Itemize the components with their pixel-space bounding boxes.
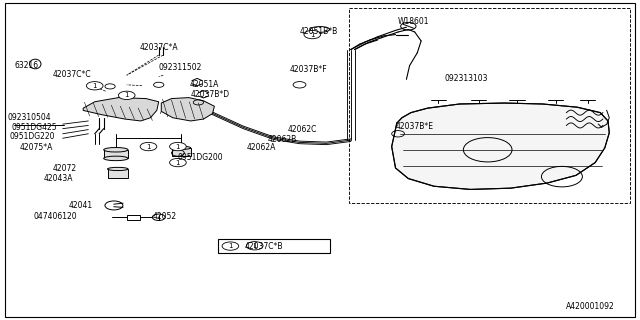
Text: 1: 1 [175,144,180,149]
Circle shape [86,82,103,90]
Ellipse shape [104,148,128,152]
Text: 1: 1 [124,92,129,98]
Text: 1: 1 [228,243,233,249]
Text: 42075*A: 42075*A [19,143,52,152]
Text: 0951DG200: 0951DG200 [178,153,223,162]
Polygon shape [104,150,128,158]
Text: 1: 1 [252,243,257,249]
Circle shape [304,30,321,39]
Polygon shape [161,98,214,121]
Text: 42037C*C: 42037C*C [53,70,92,79]
Text: 42037B*F: 42037B*F [289,65,327,74]
Ellipse shape [108,167,128,171]
Circle shape [170,142,186,151]
Polygon shape [172,148,191,156]
Text: 1: 1 [310,32,315,37]
Polygon shape [83,98,159,121]
Text: 1: 1 [175,160,180,165]
Circle shape [170,158,186,167]
Text: 42037C*A: 42037C*A [140,43,178,52]
Text: 092313103: 092313103 [445,74,488,83]
Ellipse shape [172,146,191,149]
Text: 42072: 42072 [52,164,77,173]
Text: 092310504: 092310504 [8,113,51,122]
Text: 42037B*E: 42037B*E [396,122,433,131]
Text: 42051B*B: 42051B*B [300,27,338,36]
Text: 42062C: 42062C [288,125,317,134]
Text: 42062B: 42062B [268,135,297,144]
Text: 42062A: 42062A [246,143,276,152]
Text: 1: 1 [92,83,97,89]
Bar [218,239,330,253]
Text: 1: 1 [146,144,151,149]
Text: 42037B*D: 42037B*D [191,90,230,99]
Circle shape [222,242,239,250]
Text: 63216: 63216 [14,61,38,70]
Text: 42051A: 42051A [189,80,219,89]
Polygon shape [392,103,609,189]
Text: 42037C*B: 42037C*B [244,242,283,251]
Text: 0951DG220: 0951DG220 [10,132,55,141]
Text: 42043A: 42043A [44,174,73,183]
Text: 42052: 42052 [152,212,177,221]
Text: A420001092: A420001092 [566,302,614,311]
Text: 047406120: 047406120 [33,212,77,221]
Text: 092311502: 092311502 [159,63,202,72]
Text: 42041: 42041 [69,201,93,210]
Circle shape [118,91,135,100]
Polygon shape [108,169,128,178]
Ellipse shape [104,156,128,161]
Text: 0951DG425: 0951DG425 [12,123,57,132]
Circle shape [140,142,157,151]
Circle shape [246,242,263,250]
Text: W18601: W18601 [398,17,429,26]
